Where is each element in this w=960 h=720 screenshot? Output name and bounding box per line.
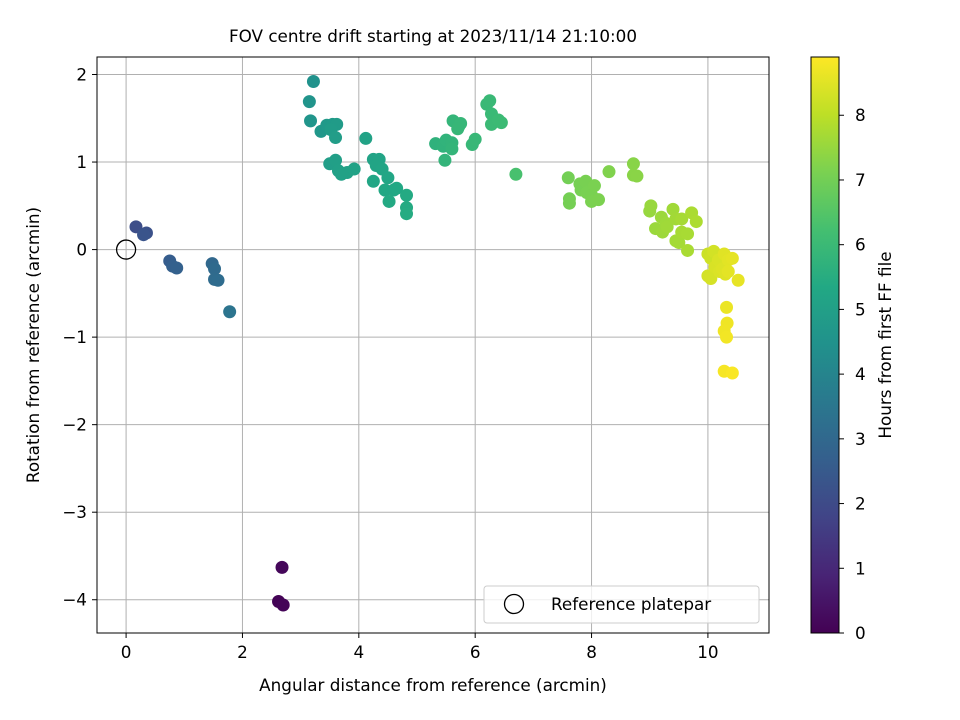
x-tick-label: 0 <box>121 642 132 662</box>
plot-frame <box>96 56 770 634</box>
scatter-point <box>592 193 606 207</box>
scatter-points <box>129 75 745 612</box>
colorbar-tick-label: 4 <box>855 364 866 384</box>
y-axis-ticks: −4 −3 −2 −1 0 1 2 <box>62 65 97 610</box>
x-axis-ticks: 0 2 4 6 8 10 <box>121 633 719 662</box>
reference-marker-layer <box>115 239 137 260</box>
scatter-point <box>644 199 658 213</box>
scatter-point <box>366 174 380 188</box>
colorbar-tick-label: 8 <box>855 105 866 125</box>
colorbar <box>810 56 840 634</box>
scatter-point <box>725 366 739 380</box>
scatter-point <box>689 215 703 229</box>
scatter-point <box>329 131 343 145</box>
scatter-point <box>223 305 237 319</box>
scatter-point <box>704 271 718 285</box>
y-axis-label: Rotation from reference (arcmin) <box>23 207 43 483</box>
scatter-point <box>445 142 459 156</box>
scatter-point <box>630 169 644 183</box>
scatter-point <box>276 598 290 612</box>
scatter-point <box>720 300 734 314</box>
scatter-point <box>438 153 452 167</box>
scatter-point <box>660 220 674 234</box>
colorbar-tick-label: 0 <box>855 623 866 643</box>
scatter-point <box>681 243 695 257</box>
scatter-point <box>561 171 575 185</box>
scatter-point <box>725 251 739 265</box>
scatter-point <box>347 162 361 176</box>
scatter-point <box>483 94 497 108</box>
y-tick-label: −4 <box>62 590 87 610</box>
scatter-point <box>302 95 316 109</box>
plot-area <box>97 57 769 633</box>
scatter-point <box>587 179 601 193</box>
scatter-point <box>626 157 640 171</box>
colorbar-tick-label: 1 <box>855 558 866 578</box>
scatter-point <box>382 194 396 208</box>
scatter-point <box>681 227 695 241</box>
x-tick-label: 4 <box>353 642 364 662</box>
x-axis-label: Angular distance from reference (arcmin) <box>259 675 607 695</box>
scatter-point <box>562 196 576 210</box>
scatter-point <box>509 167 523 181</box>
scatter-point <box>731 273 745 287</box>
scatter-point <box>400 188 414 202</box>
scatter-point <box>208 262 222 276</box>
scatter-point <box>494 116 508 130</box>
scatter-point <box>170 261 184 275</box>
chart-title: FOV centre drift starting at 2023/11/14 … <box>229 26 637 46</box>
y-tick-label: −3 <box>62 502 87 522</box>
colorbar-tick-label: 6 <box>855 235 866 255</box>
x-tick-label: 10 <box>697 642 718 662</box>
colorbar-ticks: 0 1 2 3 4 5 6 7 8 <box>839 105 866 643</box>
y-tick-label: 0 <box>76 240 87 260</box>
colorbar-label: Hours from first FF file <box>875 251 895 438</box>
scatter-point <box>721 264 735 278</box>
legend-box <box>483 585 760 624</box>
scatter-point <box>390 181 404 195</box>
scatter-point <box>720 330 734 344</box>
scatter-point <box>304 114 318 128</box>
scatter-point <box>137 228 151 242</box>
scatter-point <box>675 212 689 226</box>
y-tick-label: −1 <box>62 327 87 347</box>
colorbar-tick-label: 7 <box>855 170 866 190</box>
scatter-point <box>211 273 225 287</box>
x-tick-label: 6 <box>470 642 481 662</box>
scatter-point <box>381 171 395 185</box>
scatter-point <box>468 132 482 146</box>
x-tick-label: 8 <box>586 642 597 662</box>
legend-label: Reference platepar <box>551 594 711 614</box>
scatter-point <box>451 122 465 136</box>
y-tick-label: −2 <box>62 415 87 435</box>
scatter-point <box>275 560 289 574</box>
scatter-point <box>329 153 343 167</box>
scatter-point <box>306 75 320 89</box>
scatter-point <box>602 165 616 179</box>
scatter-point <box>672 236 686 250</box>
y-tick-label: 1 <box>76 152 87 172</box>
legend: Reference platepar <box>483 585 760 624</box>
x-tick-label: 2 <box>237 642 248 662</box>
colorbar-tick-label: 5 <box>855 299 866 319</box>
legend-reference-marker <box>503 593 525 615</box>
scatter-point <box>400 207 414 221</box>
colorbar-tick-label: 3 <box>855 429 866 449</box>
scatter-point <box>359 131 373 145</box>
y-tick-label: 2 <box>76 65 87 85</box>
reference-platepar-marker <box>115 239 137 260</box>
grid-lines <box>97 57 769 633</box>
colorbar-tick-label: 2 <box>855 494 866 514</box>
